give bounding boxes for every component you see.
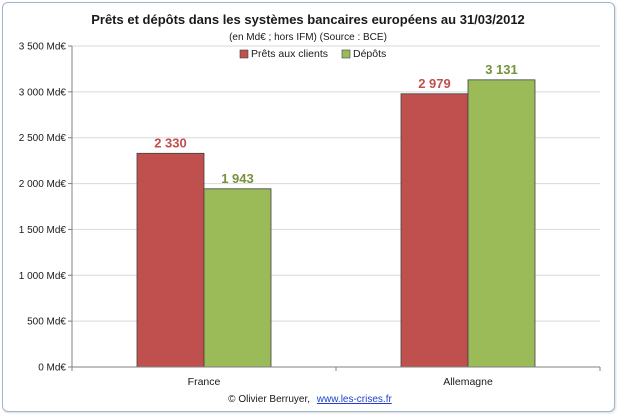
data-label: 1 943 <box>221 171 254 186</box>
legend-label: Dépôts <box>353 48 386 60</box>
bars: 2 330 1 943 2 979 3 131 <box>136 62 536 368</box>
credit-link[interactable]: www.les-crises.fr <box>316 394 393 405</box>
credit: © Olivier Berruyer, www.les-crises.fr <box>228 394 392 405</box>
x-tick-label: France <box>188 376 221 388</box>
y-tick-label: 3 000 Md€ <box>19 87 67 98</box>
credit-author: © Olivier Berruyer, <box>228 394 310 405</box>
y-axis: 0 Md€ 500 Md€ 1 000 Md€ 1 500 Md€ 2 000 Md€ 2… <box>19 42 73 374</box>
bar <box>203 188 272 368</box>
y-tick-label: 500 Md€ <box>27 317 66 328</box>
bar <box>400 93 469 368</box>
chart-title: Prêts et dépôts dans les systèmes bancai… <box>91 12 525 27</box>
bar <box>136 152 205 368</box>
data-label: 2 979 <box>418 76 451 91</box>
legend-label: Prêts aux clients <box>251 48 328 60</box>
y-tick-label: 2 500 Md€ <box>19 133 67 144</box>
data-label: 2 330 <box>154 135 187 150</box>
data-label: 3 131 <box>485 62 518 77</box>
y-tick-label: 3 500 Md€ <box>19 42 67 53</box>
bar <box>467 79 536 368</box>
y-tick-label: 1 000 Md€ <box>19 271 67 282</box>
y-tick-label: 0 Md€ <box>38 363 66 374</box>
legend-swatch <box>341 49 351 59</box>
x-axis: France Allemagne <box>71 366 601 388</box>
legend: Prêts aux clients Dépôts <box>239 48 386 60</box>
chart-subtitle: (en Md€ ; hors IFM) (Source : BCE) <box>229 32 387 43</box>
y-tick-label: 2 000 Md€ <box>19 179 67 190</box>
y-tick-label: 1 500 Md€ <box>19 225 67 236</box>
legend-swatch <box>239 49 249 59</box>
x-tick-label: Allemagne <box>443 376 493 388</box>
